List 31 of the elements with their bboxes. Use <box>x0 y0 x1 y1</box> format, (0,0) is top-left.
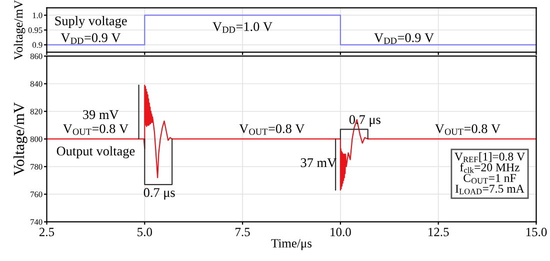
text: V$_{REF}$[1]=0.8 V f$_{clk}$=20 MHz C$_{OUT}$=1 nF I$_{LOAD}$=7.5 mA <box>454 152 525 194</box>
y-tick-label: 1.0 <box>32 12 42 18</box>
annotation: V$_{DD}$=0.9 V <box>374 33 434 44</box>
y-tick-label: 840 <box>30 81 42 87</box>
y-tick-label: 760 <box>30 192 42 198</box>
annotation: V$_{DD}$=1.0 V <box>212 22 272 33</box>
y-axis-title: Voltage/mV <box>13 102 28 176</box>
y-tick-label: 800 <box>30 136 42 142</box>
annotation: 0.7 μs <box>144 188 175 200</box>
annotation: Output voltage <box>56 146 135 158</box>
annotation: V$_{DD}$=0.9 V <box>60 33 121 44</box>
annotation: V$_{OUT}$=0.8 V <box>239 124 305 135</box>
x-tick-label: 15.0 <box>526 228 547 236</box>
x-tick-label: 2.5 <box>39 228 54 236</box>
y-tick-label: 780 <box>30 164 42 170</box>
x-tick-label: 7.5 <box>236 228 250 236</box>
y-tick-label: 0.9 <box>32 42 42 48</box>
y-tick-label: 0.95 <box>28 27 42 34</box>
annotation: 0.7 μs <box>349 115 380 127</box>
x-tick-label: 10.0 <box>330 228 351 236</box>
x-tick-label: 12.5 <box>428 228 449 236</box>
y-tick-label: 740 <box>30 219 42 225</box>
annotation: 39 mV <box>83 110 119 120</box>
annotation: V$_{OUT}$=0.8 V <box>62 124 128 135</box>
x-axis-title: Time/μs <box>271 239 312 250</box>
annotation: V$_{OUT}$=0.8 V <box>435 124 500 135</box>
x-tick-label: 5.0 <box>138 228 152 236</box>
y-tick-label: 860 <box>30 53 42 60</box>
y-axis-title: Voltage/mV <box>14 0 26 60</box>
annotation: Suply voltage <box>55 16 127 28</box>
y-tick-label: 820 <box>30 108 42 114</box>
